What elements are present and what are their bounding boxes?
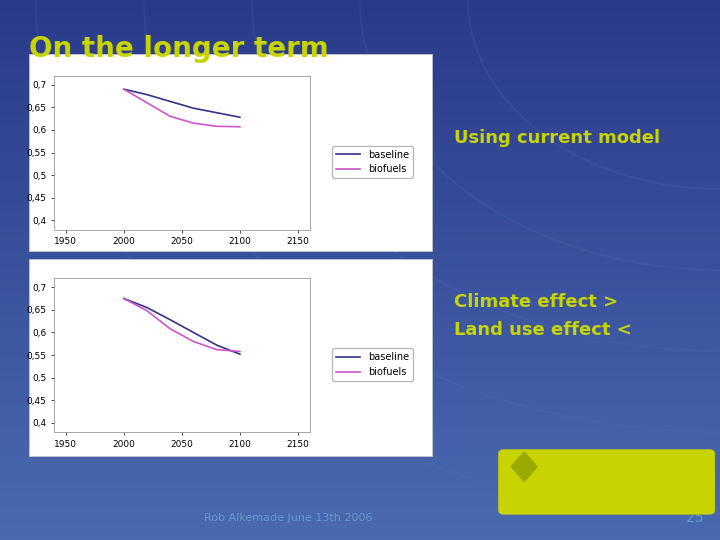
Text: On the longer term: On the longer term bbox=[29, 35, 328, 63]
Legend: baseline, biofuels: baseline, biofuels bbox=[332, 348, 413, 381]
Text: Rob Alkemade June 13th 2006: Rob Alkemade June 13th 2006 bbox=[204, 514, 372, 523]
Text: Using current model: Using current model bbox=[454, 129, 660, 147]
Text: Climate effect >
Land use effect <: Climate effect > Land use effect < bbox=[454, 293, 631, 339]
Text: 25: 25 bbox=[686, 511, 703, 525]
Polygon shape bbox=[511, 452, 537, 482]
Bar bbox=[29, 54, 432, 251]
FancyBboxPatch shape bbox=[498, 449, 715, 515]
Bar bbox=[29, 259, 432, 456]
Text: Netherlands Environmental
Assessment Agency: Netherlands Environmental Assessment Age… bbox=[539, 471, 678, 493]
Legend: baseline, biofuels: baseline, biofuels bbox=[332, 146, 413, 178]
